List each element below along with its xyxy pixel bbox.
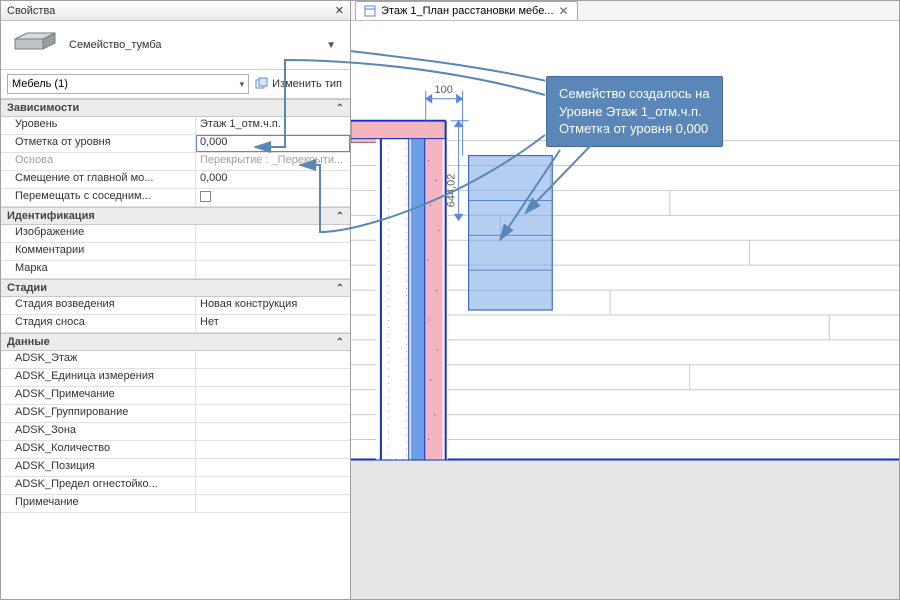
section-collapse-icon[interactable]: ⌃	[336, 211, 344, 222]
property-value[interactable]	[196, 441, 350, 458]
section-title: Стадии	[7, 282, 47, 294]
property-value[interactable]	[196, 495, 350, 512]
view-pane: Этаж 1_План расстановки мебе... ✕	[351, 1, 899, 599]
property-row[interactable]: Стадия сносаНет	[1, 315, 350, 333]
property-name: Перемещать с соседним...	[1, 189, 196, 206]
property-row[interactable]: ADSK_Примечание	[1, 387, 350, 405]
property-row[interactable]: ADSK_Зона	[1, 423, 350, 441]
property-name: ADSK_Зона	[1, 423, 196, 440]
family-name-label: Семейство_тумба	[69, 39, 320, 51]
property-value[interactable]	[196, 459, 350, 476]
property-name: Стадия сноса	[1, 315, 196, 332]
property-value: Перекрытие : _Перекрыти...	[196, 153, 350, 170]
property-row[interactable]: Перемещать с соседним...	[1, 189, 350, 207]
property-name: ADSK_Предел огнестойко...	[1, 477, 196, 494]
view-tab-bar: Этаж 1_План расстановки мебе... ✕	[351, 1, 899, 21]
section-collapse-icon[interactable]: ⌃	[336, 103, 344, 114]
section-collapse-icon[interactable]: ⌃	[336, 283, 344, 294]
family-dropdown-arrow-icon[interactable]: ▼	[320, 40, 342, 51]
property-value[interactable]: 0,000	[196, 135, 350, 152]
panel-close-button[interactable]: ✕	[335, 4, 344, 17]
family-type-selector[interactable]: Семейство_тумба ▼	[1, 21, 350, 70]
property-name: ADSK_Количество	[1, 441, 196, 458]
section-header[interactable]: Данные ⌃	[1, 333, 350, 351]
property-row[interactable]: Примечание	[1, 495, 350, 513]
property-value[interactable]	[196, 477, 350, 494]
instance-filter-select[interactable]: Мебель (1) ▾	[7, 74, 249, 94]
property-row[interactable]: Смещение от главной мо...0,000	[1, 171, 350, 189]
property-value[interactable]	[196, 261, 350, 278]
property-value[interactable]: Новая конструкция	[196, 297, 350, 314]
dimension-side: 644,02	[446, 121, 469, 221]
section-title: Идентификация	[7, 210, 95, 222]
checkbox-icon[interactable]	[200, 191, 211, 202]
instance-filter-label: Мебель (1)	[12, 78, 68, 90]
property-value[interactable]	[196, 369, 350, 386]
selected-element[interactable]	[469, 156, 553, 310]
section-header[interactable]: Идентификация ⌃	[1, 207, 350, 225]
property-name: Изображение	[1, 225, 196, 242]
chevron-down-icon: ▾	[240, 79, 245, 90]
annotation-callout: Семейство создалось на Уровне Этаж 1_отм…	[546, 76, 723, 147]
property-row[interactable]: Отметка от уровня0,000	[1, 135, 350, 153]
svg-text:100: 100	[435, 84, 453, 96]
section-header[interactable]: Зависимости ⌃	[1, 99, 350, 117]
edit-type-button[interactable]: Изменить тип	[253, 77, 344, 91]
property-name: ADSK_Позиция	[1, 459, 196, 476]
property-name: Основа	[1, 153, 196, 170]
property-row[interactable]: ADSK_Предел огнестойко...	[1, 477, 350, 495]
section-title: Данные	[7, 336, 50, 348]
property-name: Комментарии	[1, 243, 196, 260]
property-row[interactable]: ADSK_Позиция	[1, 459, 350, 477]
view-tab-close-button[interactable]: ✕	[559, 5, 569, 17]
properties-panel: Свойства ✕ Семейство_тумба ▼ Мебель (1) …	[1, 1, 351, 599]
property-row[interactable]: ADSK_Группирование	[1, 405, 350, 423]
instance-filter-row: Мебель (1) ▾ Изменить тип	[1, 70, 350, 99]
edit-type-icon	[255, 77, 269, 91]
edit-type-label: Изменить тип	[272, 78, 342, 90]
property-row[interactable]: ADSK_Количество	[1, 441, 350, 459]
property-name: Отметка от уровня	[1, 135, 196, 152]
property-row[interactable]: ADSK_Этаж	[1, 351, 350, 369]
property-value[interactable]	[196, 423, 350, 440]
property-value[interactable]: Нет	[196, 315, 350, 332]
property-row[interactable]: Комментарии	[1, 243, 350, 261]
property-row: ОсноваПерекрытие : _Перекрыти...	[1, 153, 350, 171]
property-row[interactable]: Стадия возведенияНовая конструкция	[1, 297, 350, 315]
property-name: ADSK_Этаж	[1, 351, 196, 368]
property-name: Смещение от главной мо...	[1, 171, 196, 188]
properties-grid: Зависимости ⌃ УровеньЭтаж 1_отм.ч.п.Отметк…	[1, 99, 350, 599]
property-row[interactable]: Марка	[1, 261, 350, 279]
property-name: ADSK_Группирование	[1, 405, 196, 422]
family-thumbnail-icon	[9, 27, 61, 63]
property-name: Марка	[1, 261, 196, 278]
property-value[interactable]	[196, 225, 350, 242]
property-name: Уровень	[1, 117, 196, 134]
property-row[interactable]: ADSK_Единица измерения	[1, 369, 350, 387]
property-name: ADSK_Единица измерения	[1, 369, 196, 386]
property-value[interactable]	[196, 405, 350, 422]
view-tab-icon	[364, 5, 376, 17]
svg-text:644,02: 644,02	[446, 174, 458, 208]
property-value[interactable]	[196, 387, 350, 404]
property-value[interactable]	[196, 351, 350, 368]
property-value[interactable]: 0,000	[196, 171, 350, 188]
property-value[interactable]	[196, 243, 350, 260]
property-name: ADSK_Примечание	[1, 387, 196, 404]
section-collapse-icon[interactable]: ⌃	[336, 337, 344, 348]
property-name: Примечание	[1, 495, 196, 512]
view-tab[interactable]: Этаж 1_План расстановки мебе... ✕	[355, 1, 578, 20]
property-row[interactable]: Изображение	[1, 225, 350, 243]
view-tab-label: Этаж 1_План расстановки мебе...	[381, 5, 554, 17]
property-row[interactable]: УровеньЭтаж 1_отм.ч.п.	[1, 117, 350, 135]
panel-titlebar: Свойства ✕	[1, 1, 350, 21]
panel-title-text: Свойства	[7, 5, 55, 17]
property-value[interactable]: Этаж 1_отм.ч.п.	[196, 117, 350, 134]
section-title: Зависимости	[7, 102, 79, 114]
drawing-canvas[interactable]: 100 644,02 Семейство создалось на Уровне…	[351, 21, 899, 599]
property-value[interactable]	[196, 189, 350, 206]
section-header[interactable]: Стадии ⌃	[1, 279, 350, 297]
property-name: Стадия возведения	[1, 297, 196, 314]
